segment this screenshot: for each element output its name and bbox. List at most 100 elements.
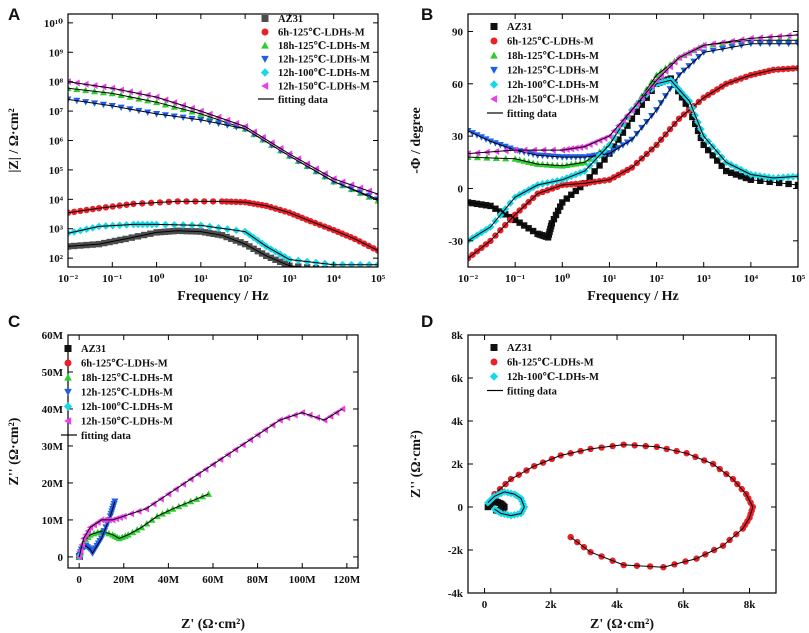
legend-marker bbox=[489, 372, 499, 381]
x-tick-label: 10⁻¹ bbox=[102, 273, 122, 285]
plot-area bbox=[68, 78, 378, 267]
x-tick-label: 10³ bbox=[282, 273, 297, 285]
legend-marker bbox=[490, 95, 498, 103]
x-tick-label: 10⁴ bbox=[327, 273, 342, 285]
fitting-line bbox=[78, 408, 343, 558]
y-tick-label: 10³ bbox=[49, 224, 64, 236]
fitting-line bbox=[468, 67, 798, 259]
x-tick-label: 40M bbox=[158, 574, 180, 586]
y-tick-label: 90 bbox=[452, 26, 464, 38]
data-point bbox=[68, 84, 72, 92]
legend: AZ31 6h-125℃-LDHs-M 18h-125℃-LDHs-M 12h-125… bbox=[487, 22, 599, 120]
x-tick-label: 0 bbox=[76, 574, 82, 586]
fitting-line bbox=[468, 34, 798, 155]
panel-a: A 10⁻² 10⁻¹ 10⁰ 10¹ 10² 10³ 10⁴ 10⁵ 10² 10³ 10⁴ 10⁵ 1… bbox=[7, 5, 386, 304]
series-18h-125℃-LDHs-M bbox=[68, 84, 378, 204]
fitting-line bbox=[68, 81, 378, 195]
legend-label: AZ31 bbox=[507, 343, 532, 354]
legend: AZ31 6h-125℃-LDHs-M 18h-125℃-LDHs-M 12h-125… bbox=[258, 14, 370, 106]
legend-marker bbox=[261, 28, 269, 36]
y-tick-label: -30 bbox=[448, 236, 463, 248]
panel-label-d: D bbox=[421, 312, 433, 331]
y-tick-label: 0 bbox=[458, 183, 464, 195]
y-tick-label: 40M bbox=[42, 404, 64, 416]
y-tick-label: 10⁴ bbox=[49, 194, 64, 206]
x-tick-label: 10⁰ bbox=[149, 273, 165, 285]
x-tick-label: 6k bbox=[677, 599, 690, 611]
legend-label: 6h-125℃-LDHs-M bbox=[507, 37, 594, 48]
x-tick-label: 60M bbox=[202, 574, 224, 586]
legend-label: 18h-125℃-LDHs-M bbox=[278, 41, 370, 52]
y-tick-label: 20M bbox=[42, 478, 64, 490]
y-tick-label: 10⁵ bbox=[49, 165, 64, 177]
legend-marker bbox=[261, 41, 269, 49]
legend-label: AZ31 bbox=[278, 14, 303, 25]
legend-label: fitting data bbox=[81, 431, 132, 442]
y-tick-label: 60M bbox=[42, 330, 64, 342]
data-point bbox=[357, 266, 364, 267]
series-6h-125℃-LDHs-M bbox=[468, 64, 798, 262]
legend-marker bbox=[490, 66, 498, 74]
fitting-line bbox=[68, 98, 378, 200]
legend-label: AZ31 bbox=[81, 344, 106, 355]
y-tick-label: 0 bbox=[58, 552, 64, 564]
fitting-line bbox=[487, 491, 525, 517]
data-point bbox=[205, 490, 213, 497]
legend-label: 12h-125℃-LDHs-M bbox=[507, 66, 599, 77]
series-AZ31 bbox=[68, 227, 378, 267]
x-tick-label: 10² bbox=[238, 273, 253, 285]
legend-marker bbox=[490, 358, 498, 366]
legend-marker bbox=[64, 345, 72, 352]
legend-label: 18h-125℃-LDHs-M bbox=[507, 51, 599, 62]
legend-marker bbox=[63, 402, 73, 411]
y-tick-label: 8k bbox=[451, 330, 464, 342]
legend-label: 12h-125℃-LDHs-M bbox=[278, 55, 370, 66]
legend-label: 12h-150℃-LDHs-M bbox=[507, 95, 599, 106]
x-tick-label: 10⁻¹ bbox=[505, 273, 525, 285]
fitting-line bbox=[78, 493, 209, 558]
x-tick-label: 10² bbox=[649, 273, 664, 285]
x-tick-label: 80M bbox=[247, 574, 269, 586]
data-point bbox=[75, 553, 83, 561]
x-tick-label: 10¹ bbox=[194, 273, 208, 285]
y-tick-label: 50M bbox=[42, 367, 64, 379]
series-12h-150℃-LDHs-M bbox=[75, 405, 346, 561]
y-tick-label: 10⁸ bbox=[49, 77, 64, 89]
legend-label: fitting data bbox=[507, 109, 558, 120]
panel-label-a: A bbox=[8, 5, 20, 24]
data-point bbox=[338, 260, 347, 267]
plot-area bbox=[468, 32, 798, 262]
series-12h-150℃-LDHs-M bbox=[68, 78, 378, 197]
x-tick-label: 10⁵ bbox=[371, 273, 386, 285]
data-point bbox=[374, 260, 378, 267]
series-6h-125℃-LDHs-M bbox=[491, 441, 757, 571]
fitting-line bbox=[494, 444, 754, 568]
data-point bbox=[348, 266, 355, 267]
legend-label: 18h-125℃-LDHs-M bbox=[81, 373, 173, 384]
series-12h-125℃-LDHs-M bbox=[68, 96, 378, 203]
legend-marker bbox=[261, 82, 269, 90]
fitting-line bbox=[68, 200, 378, 252]
x-axis-label: Z' (Ω·cm²) bbox=[590, 617, 654, 632]
plot-area bbox=[75, 405, 346, 561]
y-tick-label: 10⁷ bbox=[49, 106, 64, 118]
x-tick-label: 10¹ bbox=[602, 273, 616, 285]
legend: AZ31 6h-125℃-LDHs-M 18h-125℃-LDHs-M 12h-125… bbox=[61, 344, 173, 442]
x-tick-label: 10⁵ bbox=[791, 273, 806, 285]
legend-marker bbox=[260, 68, 270, 77]
x-tick-label: 10⁰ bbox=[554, 273, 570, 285]
legend-marker bbox=[261, 15, 269, 22]
legend-marker bbox=[489, 80, 499, 89]
data-point bbox=[347, 260, 356, 267]
y-tick-label: 10¹⁰ bbox=[44, 18, 63, 30]
legend-marker bbox=[261, 55, 269, 63]
panel-c: C 0 20M 40M 60M 80M 100M 120M 0 10M 20M 30M 40M 50M 60… bbox=[7, 312, 361, 632]
panel-d: D 0 2k 4k 6k 8k -4k -2k 0 2k 4k 6k 8k Z' (Ω·cm²) Z'' (… bbox=[409, 312, 777, 632]
series-12h-100℃-LDHs-M bbox=[484, 488, 529, 520]
y-tick-label: -4k bbox=[448, 588, 464, 600]
legend-marker bbox=[490, 23, 498, 30]
y-axis-label: -Φ / degree bbox=[409, 107, 424, 174]
legend-label: fitting data bbox=[278, 95, 329, 106]
plot-frame bbox=[67, 334, 359, 569]
